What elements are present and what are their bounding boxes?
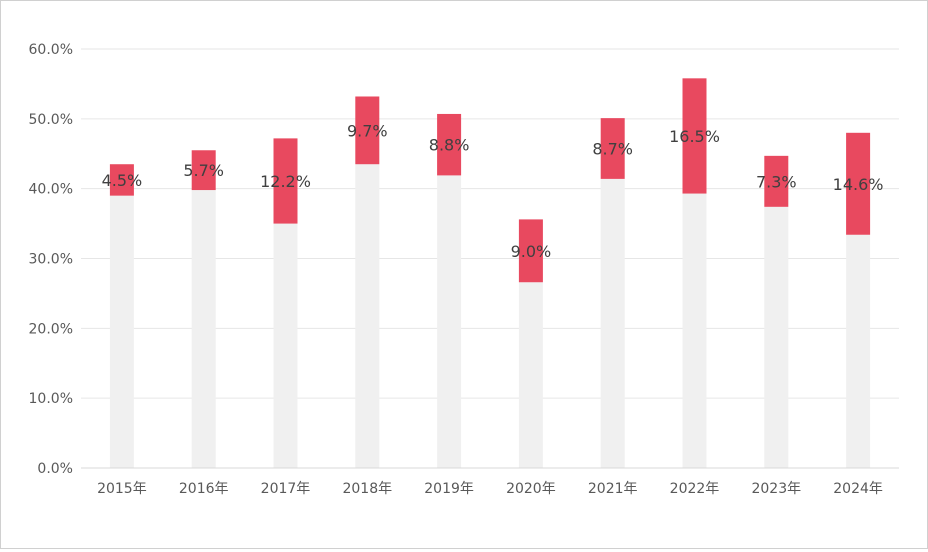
bar-base xyxy=(600,178,625,468)
bar-increment xyxy=(273,138,298,224)
data-label: 7.3% xyxy=(756,172,797,191)
x-tick-label: 2017年 xyxy=(261,481,311,497)
x-axis-tick-labels: 2015年 2016年 2017年 2018年 2019年 2020年 2021年 2022年… xyxy=(97,481,883,497)
bar-base xyxy=(109,195,134,468)
data-labels: 4.5% 5.7% 12.2% 9.7% 8.8% 9.0% 8.7% 16.5% 7.3% 14… xyxy=(102,121,884,260)
bar-base xyxy=(846,234,871,468)
data-label: 5.7% xyxy=(183,161,224,180)
data-label: 8.8% xyxy=(429,136,470,155)
bars xyxy=(109,78,871,469)
bar-base xyxy=(191,190,216,468)
bar-increment xyxy=(355,96,380,165)
y-tick-label: 0.0% xyxy=(37,461,73,477)
bar-base xyxy=(437,175,462,469)
bar-base xyxy=(682,193,707,468)
x-tick-label: 2022年 xyxy=(670,481,720,497)
data-label: 16.5% xyxy=(669,127,720,146)
x-tick-label: 2024年 xyxy=(833,481,883,497)
data-label: 8.7% xyxy=(592,140,633,159)
x-tick-label: 2015年 xyxy=(97,481,147,497)
y-tick-label: 10.0% xyxy=(29,391,73,407)
bar-increment xyxy=(191,150,216,191)
data-label: 14.6% xyxy=(833,175,884,194)
bar-base xyxy=(273,223,298,468)
x-tick-label: 2018年 xyxy=(342,481,392,497)
x-tick-label: 2020年 xyxy=(506,481,556,497)
bar-increment xyxy=(600,118,625,179)
bar-increment xyxy=(109,164,134,196)
bar-increment xyxy=(518,219,543,283)
bar-base xyxy=(355,164,380,468)
bar-increment xyxy=(682,78,707,194)
gridlines xyxy=(81,48,899,399)
x-tick-label: 2021年 xyxy=(588,481,638,497)
data-label: 4.5% xyxy=(102,171,143,190)
bar-increment xyxy=(764,155,789,207)
y-tick-label: 20.0% xyxy=(29,321,73,337)
x-tick-label: 2016年 xyxy=(179,481,229,497)
data-label: 12.2% xyxy=(260,172,311,191)
y-tick-label: 40.0% xyxy=(29,182,73,198)
bar-increment xyxy=(437,113,462,176)
bar-increment xyxy=(846,132,871,235)
y-axis-tick-labels: 0.0% 10.0% 20.0% 30.0% 40.0% 50.0% 60.0% xyxy=(29,42,73,477)
x-tick-label: 2019年 xyxy=(424,481,474,497)
bar-base xyxy=(518,282,543,468)
data-label: 9.7% xyxy=(347,121,388,140)
y-tick-label: 60.0% xyxy=(29,42,73,58)
y-tick-label: 30.0% xyxy=(29,252,73,268)
data-label: 9.0% xyxy=(511,242,552,261)
bar-base xyxy=(764,206,789,468)
y-tick-label: 50.0% xyxy=(29,112,73,128)
x-tick-label: 2023年 xyxy=(751,481,801,497)
